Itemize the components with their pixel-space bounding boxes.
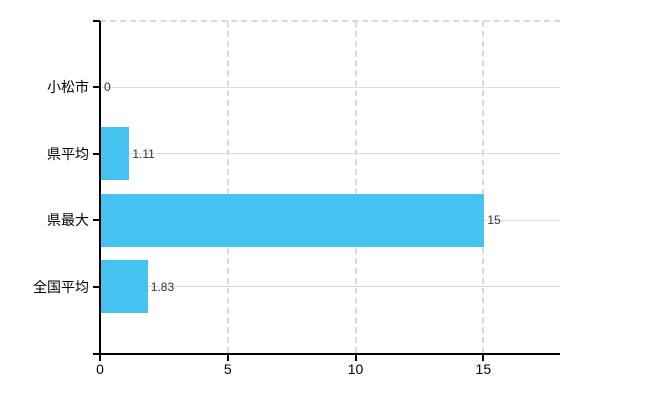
- category-label: 小松市: [47, 79, 89, 96]
- v-gridline: [226, 21, 229, 353]
- bar-value-label: 1.83: [150, 279, 175, 294]
- h-gridline: [100, 86, 560, 88]
- bar-value-label: 1.11: [132, 146, 155, 161]
- x-tick: [226, 353, 229, 361]
- plot-top-border: [100, 20, 560, 22]
- x-axis: [93, 353, 560, 355]
- x-tick-label: 15: [475, 361, 492, 377]
- x-tick-label: 5: [223, 361, 232, 377]
- x-tick-label: 10: [347, 361, 364, 377]
- category-label: 全国平均: [33, 278, 89, 295]
- bar-value-label: 15: [487, 213, 501, 228]
- h-gridline: [100, 286, 560, 288]
- x-tick-label: 0: [96, 361, 104, 377]
- bar: [101, 260, 148, 314]
- x-tick: [354, 353, 357, 361]
- bar: [101, 193, 485, 247]
- y-tick: [93, 86, 100, 89]
- y-axis: [99, 21, 101, 355]
- h-gridline: [100, 153, 560, 155]
- y-tick: [93, 152, 100, 155]
- bar: [101, 127, 130, 181]
- y-tick: [93, 20, 100, 22]
- v-gridline: [482, 21, 485, 353]
- bar-value-label: 0: [104, 80, 111, 95]
- y-tick: [93, 219, 100, 222]
- category-label: 県平均: [47, 145, 89, 162]
- x-tick: [99, 353, 101, 361]
- x-tick: [482, 353, 485, 361]
- plot-area: 0 1.11 15 1.83: [100, 21, 560, 353]
- v-gridline: [354, 21, 357, 353]
- y-tick: [93, 285, 100, 288]
- category-label: 県最大: [47, 212, 89, 229]
